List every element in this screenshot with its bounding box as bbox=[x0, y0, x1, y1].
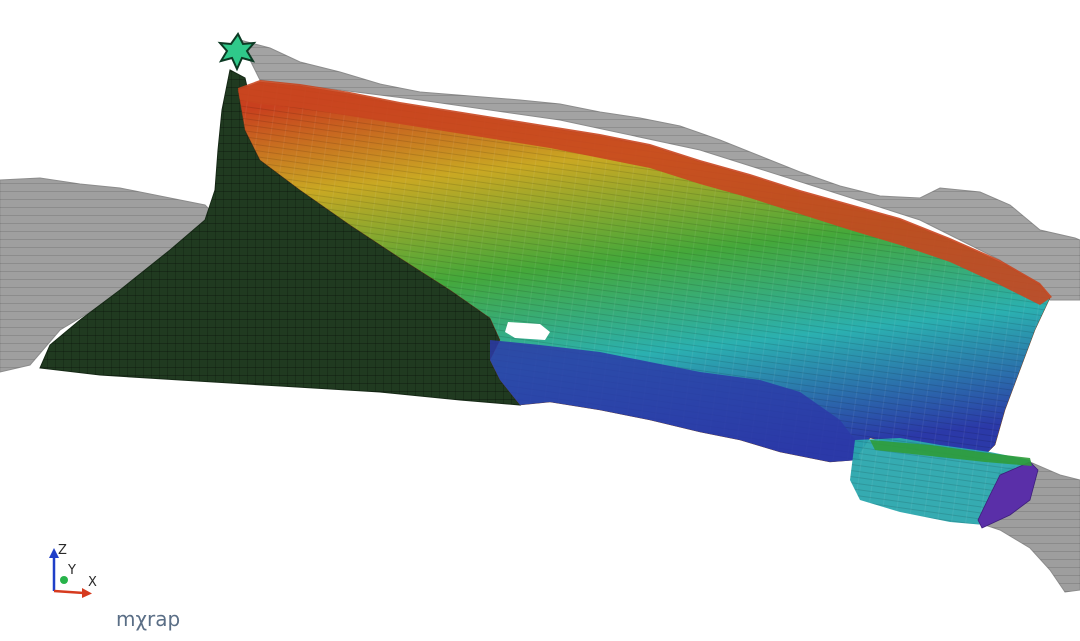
x-axis-arrow-icon bbox=[82, 588, 92, 598]
app-logo: mχrap bbox=[116, 607, 181, 631]
gradient-top-band bbox=[238, 80, 1052, 305]
gradient-blue-region bbox=[490, 340, 860, 462]
z-axis-label: Z bbox=[58, 543, 67, 558]
x-axis-line bbox=[53, 589, 85, 595]
y-axis-dot-icon bbox=[60, 576, 68, 584]
start-marker[interactable] bbox=[217, 32, 257, 72]
y-axis-label: Y bbox=[67, 563, 76, 578]
axis-triad: Z Y X bbox=[49, 543, 97, 598]
flow-gradient-body bbox=[237, 80, 1052, 529]
gradient-green-strip bbox=[870, 440, 1032, 466]
x-axis-label: X bbox=[88, 575, 97, 590]
z-axis-arrow-icon bbox=[49, 548, 59, 558]
star-icon bbox=[217, 32, 257, 72]
model-gap bbox=[505, 322, 550, 340]
gradient-purple-cap bbox=[977, 461, 1039, 529]
